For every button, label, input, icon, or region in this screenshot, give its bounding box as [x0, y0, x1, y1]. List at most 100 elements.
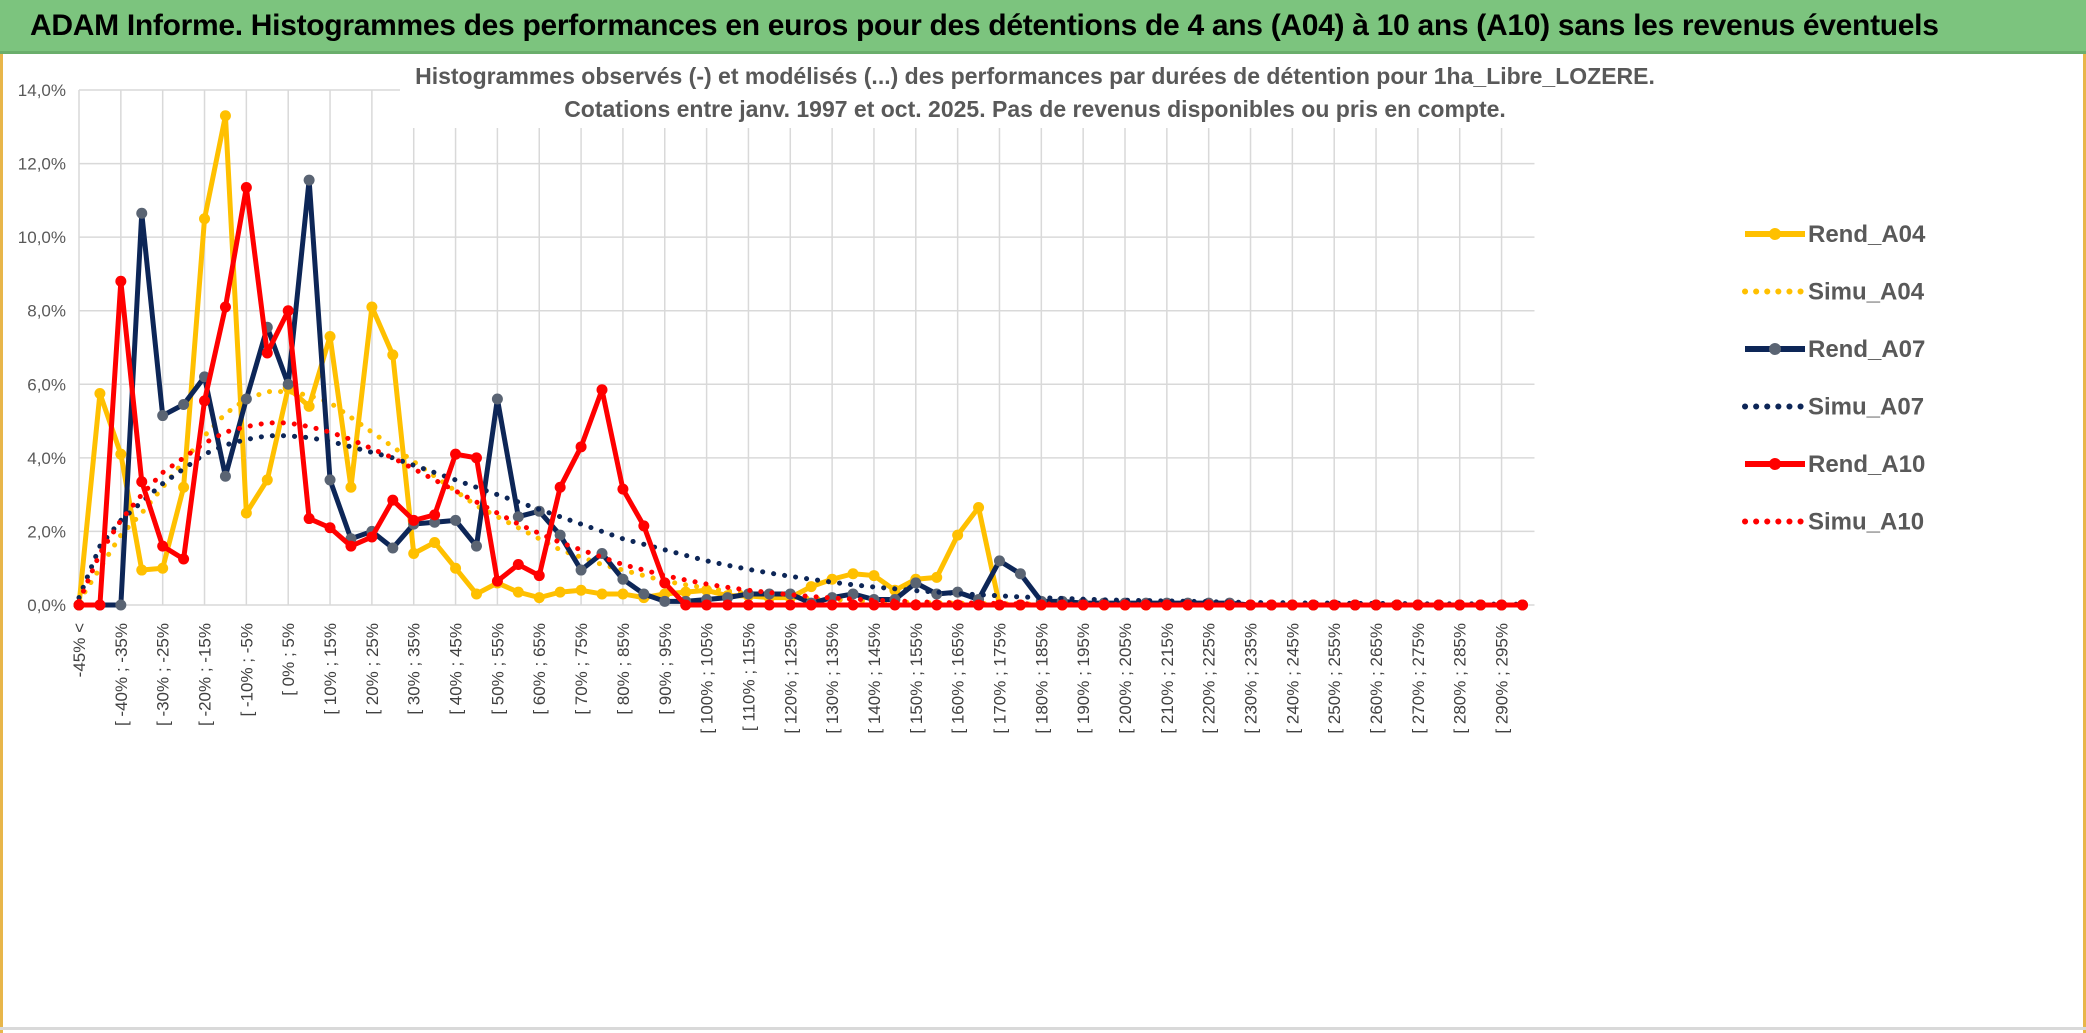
data-point-rend-a10	[701, 599, 713, 611]
y-tick-label: 12,0%	[18, 155, 66, 174]
data-point-rend-a04	[408, 548, 420, 559]
report-title: ADAM Informe. Histogrammes des performan…	[30, 9, 1939, 42]
data-point-rend-a10	[847, 599, 859, 611]
x-tick-label: -45% <	[70, 623, 89, 677]
data-point-rend-a10	[157, 540, 169, 552]
x-tick-label: [ 140% ; 145%	[865, 623, 884, 734]
data-point-rend-a07	[115, 599, 127, 611]
data-point-rend-a07	[450, 514, 462, 526]
data-point-rend-a04	[952, 529, 964, 541]
data-point-rend-a10	[1328, 599, 1340, 611]
data-point-rend-a07	[219, 470, 231, 482]
data-point-rend-a04	[429, 536, 441, 548]
data-point-rend-a10	[742, 599, 754, 611]
data-point-rend-a04	[450, 562, 462, 574]
data-point-rend-a10	[512, 559, 524, 571]
data-point-rend-a04	[345, 481, 357, 493]
data-point-rend-a07	[617, 573, 629, 585]
report-banner: ADAM Informe. Histogrammes des performan…	[0, 0, 2086, 54]
series-line-rend-a10	[79, 184, 1523, 608]
data-point-rend-a10	[115, 275, 127, 287]
data-point-rend-a07	[491, 393, 503, 405]
x-tick-label: [ 100% ; 105%	[698, 623, 717, 734]
data-point-rend-a07	[512, 511, 524, 523]
data-point-rend-a10	[240, 181, 252, 193]
data-point-rend-a07	[575, 564, 587, 576]
x-tick-label: [ 240% ; 245%	[1283, 623, 1302, 734]
data-point-rend-a10	[73, 599, 85, 611]
y-tick-label: 0,0%	[27, 596, 66, 615]
x-tick-label: [ 40% ; 45%	[447, 623, 466, 715]
data-point-rend-a10	[1224, 599, 1236, 611]
data-point-rend-a04	[303, 400, 315, 412]
x-tick-label: [ 250% ; 255%	[1325, 623, 1344, 734]
legend-label: Simu_A10	[1808, 509, 1924, 536]
x-tick-label: [ 150% ; 155%	[907, 623, 926, 734]
data-point-rend-a10	[303, 513, 315, 525]
data-point-rend-a10	[638, 520, 650, 532]
data-point-rend-a07	[659, 595, 671, 607]
x-tick-label: [ 20% ; 25%	[363, 623, 382, 715]
data-point-rend-a10	[784, 599, 796, 611]
data-point-rend-a10	[993, 599, 1005, 611]
x-tick-label: [ -20% ; -15%	[196, 623, 215, 726]
data-point-rend-a10	[1516, 599, 1528, 611]
chart-subtitle: Cotations entre janv. 1997 et oct. 2025.…	[564, 96, 1506, 122]
data-point-rend-a10	[533, 570, 545, 582]
data-point-rend-a10	[387, 494, 399, 506]
x-tick-label: [ 290% ; 295%	[1493, 623, 1512, 734]
data-point-rend-a04	[136, 564, 148, 576]
data-point-rend-a04	[387, 349, 399, 361]
x-tick-label: [ 80% ; 85%	[614, 623, 633, 715]
data-point-rend-a04	[470, 588, 482, 600]
data-point-rend-a10	[261, 347, 273, 359]
data-point-rend-a07	[387, 542, 399, 554]
data-point-rend-a10	[1370, 599, 1382, 611]
data-point-rend-a07	[136, 207, 148, 219]
x-tick-label: [ 180% ; 185%	[1032, 623, 1051, 734]
data-point-rend-a10	[763, 599, 775, 611]
data-point-rend-a04	[324, 330, 336, 342]
data-point-rend-a07	[303, 174, 315, 186]
x-tick-label: [ 270% ; 275%	[1409, 623, 1428, 734]
data-point-rend-a07	[1014, 568, 1026, 580]
series-line-simu-a07	[76, 433, 1525, 607]
data-point-rend-a04	[617, 588, 629, 600]
data-point-rend-a10	[1391, 599, 1403, 611]
data-point-rend-a10	[826, 599, 838, 611]
x-tick-label: [ 120% ; 125%	[781, 623, 800, 734]
x-tick-label: [ 50% ; 55%	[488, 623, 507, 715]
data-point-rend-a10	[1203, 599, 1215, 611]
x-tick-label: [ 30% ; 35%	[405, 623, 424, 715]
data-point-rend-a10	[199, 395, 211, 407]
data-point-rend-a04	[596, 588, 608, 600]
data-point-rend-a10	[94, 599, 106, 611]
legend-marker	[1769, 343, 1781, 355]
data-point-rend-a10	[470, 452, 482, 464]
legend-marker	[1769, 458, 1781, 470]
data-point-rend-a07	[993, 555, 1005, 567]
data-point-rend-a10	[659, 577, 671, 589]
x-tick-label: [ 10% ; 15%	[321, 623, 340, 715]
x-tick-label: [ 130% ; 135%	[823, 623, 842, 734]
data-point-rend-a04	[847, 568, 859, 580]
y-tick-label: 4,0%	[27, 449, 66, 468]
x-tick-label: [ -40% ; -35%	[112, 623, 131, 726]
data-point-rend-a04	[199, 213, 211, 225]
y-tick-label: 6,0%	[27, 375, 66, 394]
data-point-rend-a04	[219, 110, 231, 122]
data-point-rend-a04	[973, 502, 985, 514]
data-point-rend-a10	[429, 509, 441, 521]
legend-label: Rend_A07	[1808, 336, 1925, 363]
data-point-rend-a07	[638, 588, 650, 600]
x-tick-label: [ 90% ; 95%	[656, 623, 675, 715]
series-line-simu-a10	[76, 420, 1525, 608]
y-tick-label: 14,0%	[18, 81, 66, 100]
data-point-rend-a07	[240, 393, 252, 405]
legend-label: Simu_A04	[1808, 279, 1925, 306]
data-point-rend-a10	[324, 522, 336, 534]
performance-histogram-chart: 0,0% 2,0% 4,0% 6,0% 8,0% 10,0% 12,0% 14,0% -45% …	[18, 62, 2015, 734]
title-background	[400, 62, 1668, 128]
data-point-rend-a10	[805, 599, 817, 611]
data-point-rend-a10	[617, 483, 629, 495]
